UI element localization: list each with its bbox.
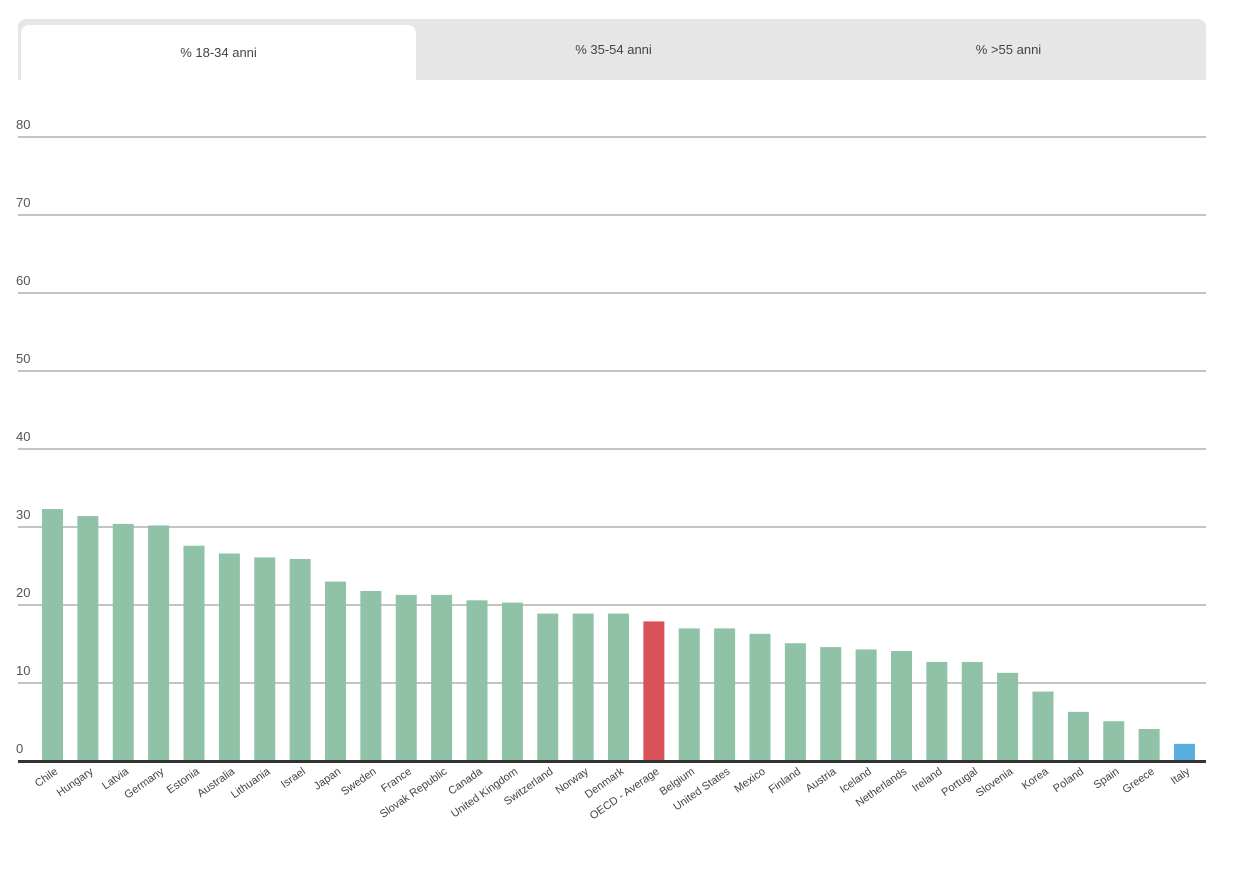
y-tick-label: 20 — [16, 585, 30, 600]
bar — [112, 523, 134, 761]
y-tick-label: 30 — [16, 507, 30, 522]
bar — [678, 628, 700, 761]
bar — [183, 545, 205, 761]
bar — [501, 602, 523, 761]
bar — [1032, 691, 1054, 761]
bar — [749, 633, 771, 761]
bar — [77, 516, 99, 761]
tab-bar: % 18-34 anni % 35-54 anni % >55 anni — [18, 19, 1206, 80]
bar — [784, 643, 806, 761]
bar — [572, 613, 594, 761]
y-tick-label: 70 — [16, 195, 30, 210]
x-tick-label: Austria — [804, 765, 840, 795]
bar — [431, 594, 453, 761]
bar — [997, 672, 1019, 761]
y-tick-label: 60 — [16, 273, 30, 288]
bar — [855, 649, 877, 761]
bar — [714, 628, 736, 761]
bar — [1138, 729, 1160, 761]
y-tick-label: 0 — [16, 741, 23, 756]
x-tick-label: Hungary — [55, 765, 96, 799]
x-tick-label: Poland — [1051, 766, 1086, 795]
bar — [608, 613, 629, 761]
y-tick-label: 50 — [16, 351, 30, 366]
x-tick-label: Mexico — [732, 766, 767, 796]
x-tick-label: Greece — [1120, 766, 1156, 797]
x-tick-label: Germany — [122, 765, 166, 801]
bar — [360, 590, 382, 761]
y-tick-label: 40 — [16, 429, 30, 444]
bar — [289, 558, 311, 761]
x-tick-label: Sweden — [339, 766, 378, 799]
bar — [961, 661, 983, 761]
bar — [1103, 721, 1125, 761]
x-tick-label: Chile — [33, 766, 60, 790]
tab-over-55[interactable]: % >55 anni — [975, 42, 1042, 57]
x-tick-label: Finland — [767, 766, 803, 797]
bar — [395, 594, 417, 761]
bar — [1174, 743, 1195, 761]
x-tick-label: Israel — [279, 766, 308, 791]
bar — [42, 509, 63, 761]
tab-18-34[interactable]: % 18-34 anni — [21, 25, 416, 80]
bar — [218, 553, 240, 761]
bar — [325, 581, 346, 761]
x-tick-label: Slovenia — [974, 765, 1016, 800]
bar — [643, 621, 665, 761]
bar — [148, 525, 170, 761]
x-tick-label: Lithuania — [229, 765, 273, 801]
tab-35-54[interactable]: % 35-54 anni — [575, 42, 652, 57]
x-tick-label: Portugal — [940, 766, 980, 799]
bar — [891, 651, 912, 761]
x-tick-label: Spain — [1092, 766, 1122, 792]
x-tick-label: Korea — [1020, 765, 1052, 792]
x-tick-label: Italy — [1169, 765, 1193, 787]
bar — [820, 647, 842, 761]
bar — [926, 661, 948, 761]
bar — [466, 600, 488, 761]
bar — [537, 613, 559, 761]
y-tick-label: 10 — [16, 663, 30, 678]
y-tick-label: 80 — [16, 117, 30, 132]
bar — [254, 557, 276, 761]
bar — [1067, 711, 1089, 761]
